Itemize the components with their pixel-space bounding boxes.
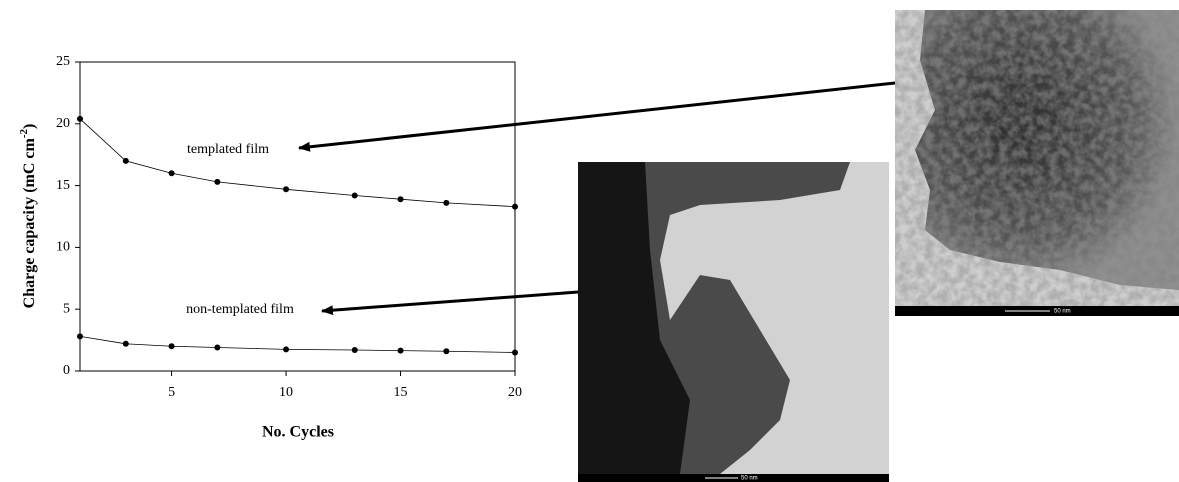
data-point (168, 343, 175, 350)
data-point (443, 348, 450, 355)
series-line (79, 335, 516, 353)
y-label-sup: -2 (18, 129, 30, 139)
data-point (168, 170, 175, 177)
data-point (283, 186, 290, 193)
data-point (122, 157, 129, 164)
y-label-end: ) (21, 124, 38, 129)
data-point (512, 349, 518, 356)
x-tick-label: 10 (279, 385, 293, 400)
x-axis-label: No. Cycles (262, 424, 334, 441)
data-point (122, 340, 129, 347)
y-tick-label: 20 (56, 116, 70, 131)
y-tick-label: 15 (56, 178, 70, 193)
y-tick-label: 10 (56, 240, 70, 255)
x-tick-label: 5 (168, 385, 175, 400)
data-point (397, 196, 404, 203)
scale-label: 50 nm (1054, 309, 1071, 315)
tem-image-non-templated: 50 nm (578, 162, 889, 482)
y-tick-label: 5 (63, 301, 70, 316)
data-point (443, 199, 450, 206)
series-label: non-templated film (186, 302, 294, 317)
data-point (214, 344, 221, 351)
data-point (351, 346, 358, 353)
y-axis-label: Charge capacity (mC cm-2) (18, 124, 38, 309)
data-point (283, 346, 290, 353)
x-tick-label: 15 (394, 385, 408, 400)
arrow (321, 290, 579, 316)
data-point (351, 192, 358, 199)
y-tick-label: 0 (63, 363, 70, 378)
y-label-text: Charge capacity (mC cm (21, 137, 38, 308)
scale-label: 50 nm (741, 476, 758, 482)
data-point (77, 333, 83, 340)
data-point (397, 347, 404, 354)
tem-image-templated: 50 nm (895, 10, 1179, 316)
x-tick-label: 20 (508, 385, 522, 400)
data-point (77, 115, 83, 122)
arrow (298, 81, 896, 152)
series-label: templated film (187, 142, 269, 157)
data-point (512, 203, 518, 210)
y-tick-label: 25 (56, 54, 70, 69)
data-point (214, 178, 221, 185)
plot-frame (79, 61, 516, 372)
